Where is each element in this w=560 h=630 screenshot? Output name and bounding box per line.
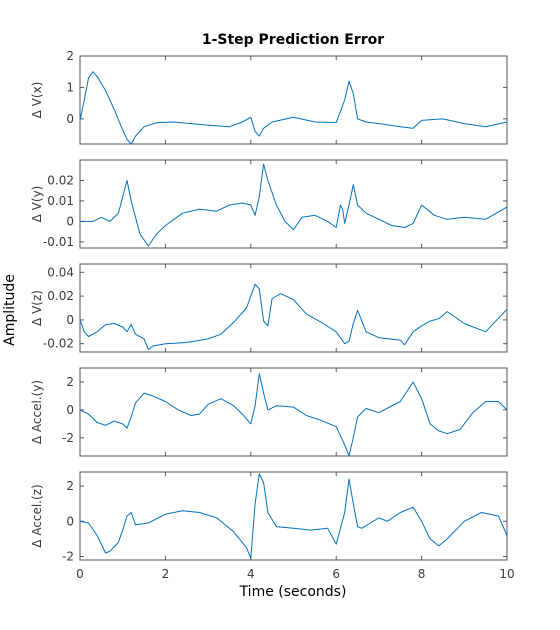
- y-tick-label: 0.01: [47, 194, 74, 208]
- x-tick-label: 2: [162, 567, 170, 581]
- y-tick-label: -2: [62, 549, 74, 563]
- plot-area-frame: [79, 367, 508, 457]
- figure-y-axis-label: Amplitude: [2, 274, 18, 346]
- y-tick-label: 0: [66, 112, 74, 126]
- y-tick-label: -2: [62, 431, 74, 445]
- y-tick-label: 0: [66, 313, 74, 327]
- plot-area-frame: [79, 263, 508, 353]
- subplot-4: -2 0 2 Δ Accel.(y): [30, 367, 508, 457]
- y-axis-label: Δ V(y): [30, 186, 44, 223]
- x-tick-label: 6: [332, 567, 340, 581]
- y-tick-label: 0.04: [47, 265, 74, 279]
- series-line: [79, 373, 508, 457]
- x-axis-label: Time (seconds): [239, 584, 347, 600]
- y-axis-label: Δ V(x): [30, 82, 44, 119]
- y-axis-label: Δ V(z): [30, 290, 44, 326]
- y-tick-label: 0: [66, 514, 74, 528]
- series-line: [79, 283, 508, 351]
- subplot-3: -0.02 0 0.02 0.04Δ V(z): [30, 263, 508, 353]
- y-tick-label: 2: [66, 479, 74, 493]
- x-tick-label: 8: [418, 567, 426, 581]
- subplot-2: -0.01 0 0.01 0.02Δ V(y): [30, 159, 508, 249]
- y-tick-label: 2: [66, 375, 74, 389]
- y-axis-label: Δ Accel.(y): [30, 380, 44, 444]
- y-tick-label: -0.02: [43, 337, 74, 351]
- y-tick-label: 0: [66, 403, 74, 417]
- series-line: [79, 473, 508, 559]
- y-tick-label: 1: [66, 80, 74, 94]
- y-tick-label: 0: [66, 214, 74, 228]
- plot-area-frame: [79, 55, 508, 145]
- x-tick-label: 4: [247, 567, 255, 581]
- y-tick-label: 0.02: [47, 173, 74, 187]
- y-tick-label: 0.02: [47, 289, 74, 303]
- subplot-1: 0 1 2 Δ V(x): [30, 49, 508, 145]
- x-tick-label: 0: [76, 567, 84, 581]
- series-line: [79, 71, 508, 145]
- plot-area-frame: [79, 159, 508, 249]
- y-axis-label: Δ Accel.(z): [30, 484, 44, 547]
- y-tick-label: 2: [66, 49, 74, 63]
- plot-area-frame: [79, 471, 508, 561]
- y-tick-label: -0.01: [43, 235, 74, 249]
- series-line: [80, 163, 508, 247]
- x-tick-label: 10: [499, 567, 514, 581]
- chart-title: 1-Step Prediction Error: [202, 32, 384, 48]
